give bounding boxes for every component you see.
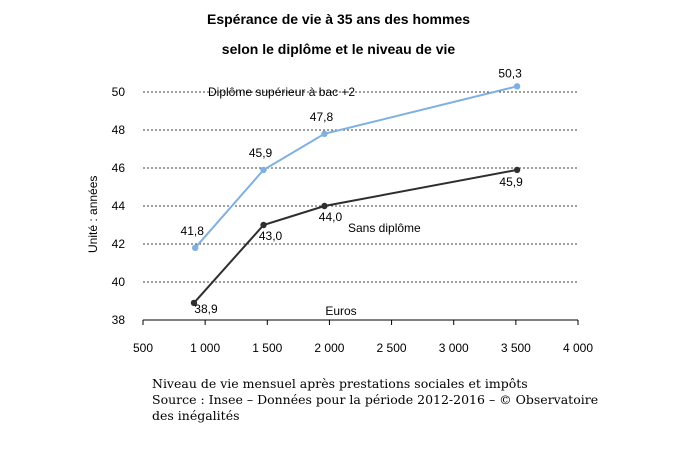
- series-label-diplome-superieur: Diplôme supérieur à bac +2: [208, 85, 355, 99]
- series-sans-diplome-point: [190, 299, 198, 307]
- x-tick-label: 2 000: [314, 341, 344, 355]
- series-sans-diplome-data-label: 43,0: [259, 229, 283, 243]
- y-tick-label: 44: [112, 199, 126, 213]
- series-sans-diplome-point: [321, 202, 328, 210]
- y-tick-label: 50: [112, 85, 126, 99]
- series-sans-diplome-data-label: 45,9: [499, 175, 523, 189]
- series-diplome-superieur-point: [321, 130, 328, 137]
- y-axis-label: Unité : années: [86, 176, 100, 253]
- x-axis-label: Euros: [325, 304, 356, 318]
- y-tick-label: 38: [112, 313, 126, 327]
- chart-subtitle: selon le diplôme et le niveau de vie: [221, 41, 456, 57]
- y-tick-label: 48: [112, 123, 126, 137]
- x-tick-label: 2 500: [377, 341, 407, 355]
- series-diplome-superieur-data-label: 50,3: [498, 66, 522, 80]
- x-tick-label: 1 000: [190, 341, 220, 355]
- series-sans-diplome-point: [260, 221, 267, 229]
- series-diplome-superieur-line: [194, 85, 518, 249]
- y-tick-label: 42: [112, 237, 126, 251]
- note-line-1: Niveau de vie mensuel après prestations …: [152, 376, 528, 391]
- note-line-3: des inégalités: [152, 408, 240, 423]
- series-diplome-superieur-point: [192, 244, 199, 251]
- series-diplome-superieur-point: [260, 166, 267, 174]
- chart-title: Espérance de vie à 35 ans des hommes: [206, 11, 471, 27]
- y-tick-label: 46: [112, 161, 126, 175]
- series-diplome-superieur-point: [513, 83, 521, 90]
- series-sans-diplome-line: [193, 168, 518, 304]
- x-tick-label: 4 000: [563, 341, 593, 355]
- x-tick-label: 3 500: [501, 341, 531, 355]
- series-diplome-superieur-data-label: 41,8: [181, 224, 205, 238]
- note-line-2: Source : Insee – Données pour la période…: [152, 392, 599, 407]
- series-diplome-superieur-data-label: 45,9: [249, 146, 273, 160]
- series-group: 41,8 45,9 47,8 50,3 38,9 43,0 44,0 45,9: [181, 66, 524, 316]
- series-sans-diplome-data-label: 38,9: [194, 302, 218, 316]
- series-label-sans-diplome: Sans diplôme: [348, 221, 421, 235]
- x-tick-label: 3 000: [439, 341, 469, 355]
- chart-notes: Niveau de vie mensuel après prestations …: [152, 376, 652, 424]
- series-diplome-superieur-data-label: 47,8: [310, 110, 334, 124]
- series-sans-diplome-point: [513, 166, 521, 174]
- gridlines: [143, 91, 578, 283]
- x-tick-label: 1 500: [252, 341, 282, 355]
- series-sans-diplome-data-label: 44,0: [319, 210, 343, 224]
- axes: 38 40 42 44 46 48 50 500 1 000 1 500 2 000 2 500 3 0…: [112, 85, 594, 355]
- y-tick-label: 40: [112, 275, 126, 289]
- x-tick-label: 500: [133, 341, 153, 355]
